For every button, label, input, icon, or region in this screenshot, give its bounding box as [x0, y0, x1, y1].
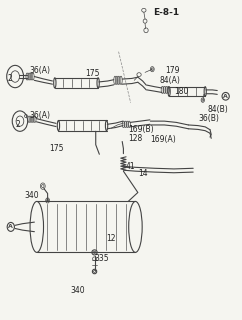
Text: 175: 175 — [49, 144, 63, 153]
Text: 175: 175 — [85, 69, 99, 78]
Text: A: A — [8, 224, 13, 229]
Text: 180: 180 — [174, 87, 188, 96]
Text: E-8-1: E-8-1 — [153, 8, 180, 17]
Text: 36(A): 36(A) — [30, 66, 51, 75]
Text: 36(B): 36(B) — [198, 114, 219, 123]
Text: 84(A): 84(A) — [159, 76, 180, 85]
Text: 340: 340 — [70, 286, 85, 295]
Text: 41: 41 — [126, 162, 136, 171]
Text: 335: 335 — [95, 254, 109, 263]
Text: 128: 128 — [128, 134, 143, 143]
Text: 340: 340 — [25, 190, 39, 200]
Text: 179: 179 — [166, 66, 180, 75]
Text: 12: 12 — [106, 234, 116, 243]
Text: 14: 14 — [138, 169, 147, 178]
Text: 36(A): 36(A) — [30, 111, 51, 120]
Text: 84(B): 84(B) — [208, 105, 228, 114]
Text: 169(A): 169(A) — [150, 135, 176, 144]
Text: 2: 2 — [8, 74, 13, 83]
Text: 169(B): 169(B) — [128, 125, 154, 134]
Text: A: A — [223, 94, 228, 99]
Text: 2: 2 — [15, 120, 20, 130]
